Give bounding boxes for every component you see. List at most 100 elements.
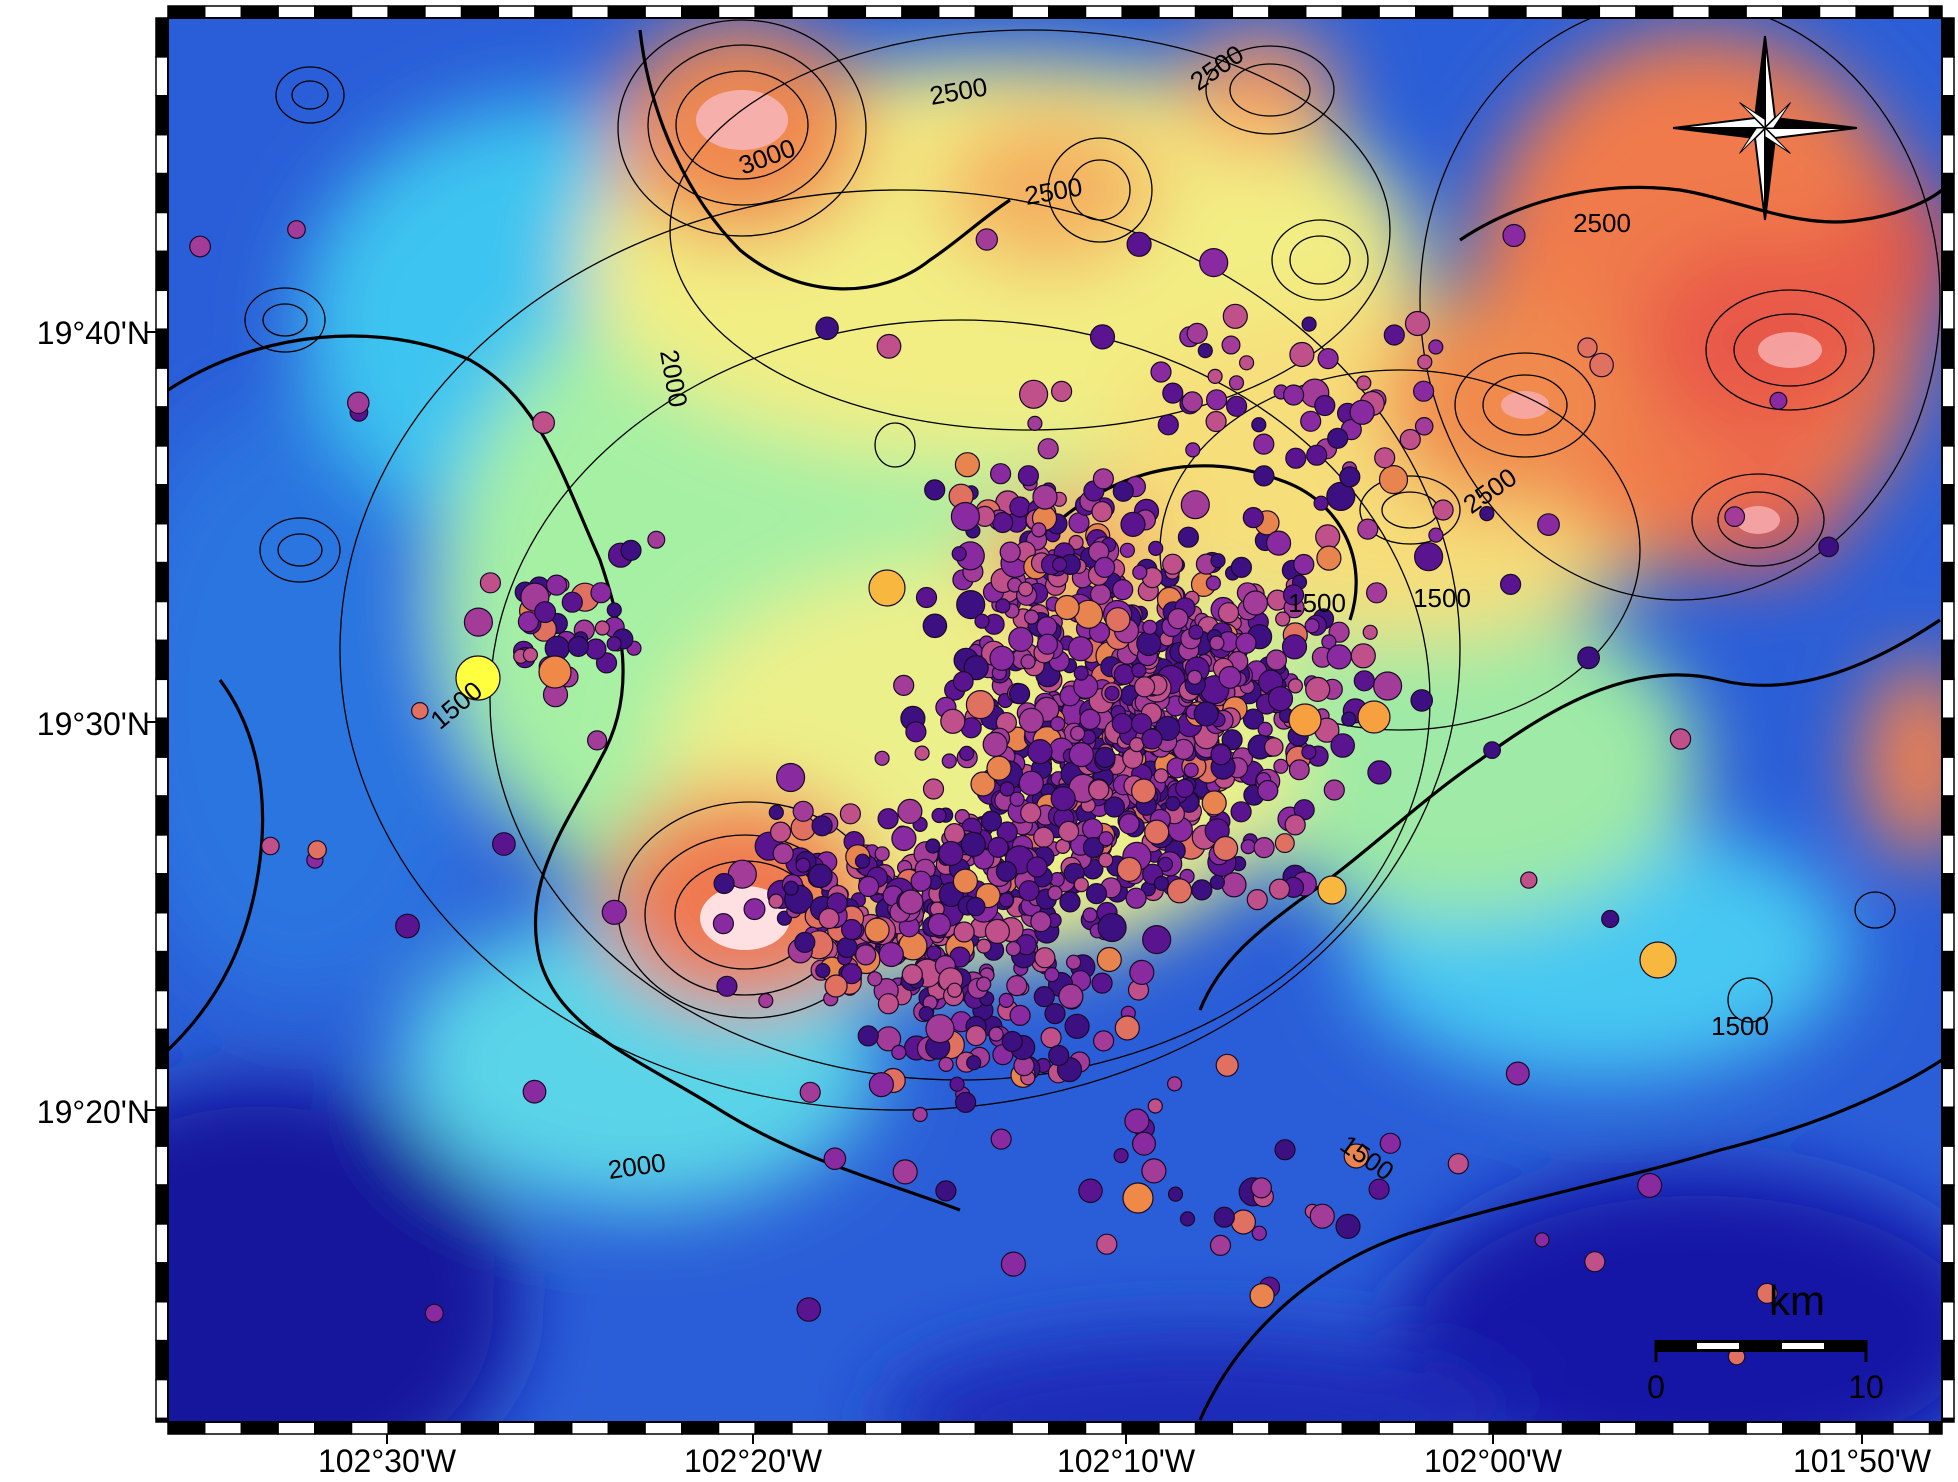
frame-tick-bottom <box>1084 1421 1123 1435</box>
earthquake-event <box>783 880 799 896</box>
earthquake-event <box>455 655 501 701</box>
earthquake-event <box>1018 379 1049 409</box>
earthquake-event <box>585 638 607 660</box>
earthquake-event <box>1166 878 1193 904</box>
frame-tick-right <box>1941 250 1955 292</box>
earthquake-event <box>567 635 589 658</box>
map-frame-border <box>146 5 1955 1444</box>
earthquake-event <box>1253 836 1275 859</box>
frame-tick-bottom <box>1231 1421 1270 1435</box>
earthquake-event <box>1064 1013 1090 1039</box>
earthquake-event <box>1589 352 1614 378</box>
frame-tick-top <box>974 5 1013 19</box>
frame-tick-top <box>387 5 426 19</box>
earthquake-event <box>1153 768 1169 784</box>
earthquake-event <box>868 1071 895 1098</box>
earthquake-event <box>1301 744 1317 760</box>
earthquake-event <box>992 511 1014 534</box>
earthquake-event <box>492 832 516 856</box>
earthquake-event <box>1119 542 1136 558</box>
earthquake-event <box>1447 1153 1469 1175</box>
earthquake-event <box>1009 1004 1031 1027</box>
frame-tick-bottom <box>1011 1421 1050 1435</box>
earthquake-event <box>1131 1131 1156 1156</box>
earthquake-event <box>522 647 539 663</box>
earthquake-event <box>1008 683 1031 705</box>
earthquake-event <box>864 917 890 943</box>
earthquake-event <box>1111 712 1133 735</box>
earthquake-event <box>975 228 999 251</box>
earthquake-event <box>876 333 902 359</box>
frame-tick-top <box>827 5 867 19</box>
earthquake-event <box>1317 348 1339 370</box>
earthquake-event <box>938 1056 954 1073</box>
earthquake-event <box>1047 885 1063 901</box>
frame-tick-top <box>424 5 463 19</box>
earthquake-event <box>891 825 917 852</box>
earthquake-event <box>840 918 863 941</box>
frame-tick-left <box>155 445 169 486</box>
earthquake-event <box>893 674 915 697</box>
earthquake-event <box>1235 632 1257 654</box>
earthquake-event <box>1304 618 1320 634</box>
frame-tick-right <box>1941 911 1955 953</box>
frame-tick-right <box>1941 1417 1955 1423</box>
frame-tick-left <box>155 639 169 681</box>
earthquake-event <box>960 831 987 858</box>
earthquake-event <box>1210 744 1232 766</box>
frame-tick-top <box>1084 5 1123 19</box>
earthquake-event <box>1357 518 1379 540</box>
earthquake-event <box>1104 685 1120 701</box>
frame-tick-right <box>1941 795 1955 836</box>
frame-tick-top <box>644 5 683 19</box>
earthquake-event <box>1197 343 1213 359</box>
earthquake-event <box>1368 1178 1390 1200</box>
earthquake-event <box>1088 779 1110 801</box>
earthquake-event <box>1639 941 1677 979</box>
earthquake-event <box>1242 708 1265 730</box>
earthquake-event <box>1018 770 1044 796</box>
earthquake-event <box>1050 380 1073 402</box>
frame-tick-bottom <box>203 1421 243 1435</box>
frame-tick-bottom <box>974 1421 1013 1435</box>
earthquake-event <box>1167 1186 1184 1202</box>
earthquake-event <box>1282 384 1305 406</box>
earthquake-event <box>912 1106 928 1123</box>
earthquake-event <box>1264 737 1284 757</box>
scale-bar-unit: km <box>1769 1277 1825 1324</box>
earthquake-event <box>1520 871 1538 889</box>
earthquake-event <box>1228 375 1245 391</box>
lon-label-2: 102°20'W <box>684 1443 823 1479</box>
earthquake-event <box>1114 1015 1140 1041</box>
frame-tick-left <box>155 756 169 797</box>
frame-tick-left <box>155 95 169 136</box>
latitude-axis: 19°40'N 19°30'N 19°20'N <box>37 315 150 1130</box>
earthquake-event <box>808 863 833 889</box>
earthquake-event <box>941 753 957 769</box>
earthquake-event <box>905 721 927 743</box>
frame-tick-right <box>1941 600 1955 642</box>
earthquake-event <box>1221 335 1241 355</box>
frame-tick-right <box>1941 1106 1955 1147</box>
frame-tick-left <box>155 484 169 525</box>
earthquake-event <box>1537 513 1560 536</box>
earthquake-event <box>1317 875 1347 905</box>
frame-tick-left <box>155 250 169 292</box>
earthquake-event <box>1282 584 1305 606</box>
earthquake-event <box>794 931 816 954</box>
frame-tick-top <box>460 5 500 19</box>
earthquake-event <box>839 803 862 825</box>
earthquake-event <box>758 992 774 1009</box>
frame-tick-right <box>1941 445 1955 486</box>
earthquake-event <box>716 975 738 997</box>
earthquake-event <box>990 1128 1012 1150</box>
earthquake-event <box>897 798 923 825</box>
earthquake-event <box>1186 669 1203 686</box>
earthquake-event <box>1428 527 1444 543</box>
frame-tick-bottom <box>1158 1421 1197 1435</box>
earthquake-event <box>1210 553 1226 569</box>
lat-label-3: 19°20'N <box>37 1094 150 1130</box>
frame-tick-left <box>155 367 169 408</box>
earthquake-event <box>1141 1158 1167 1184</box>
earthquake-event <box>924 479 946 501</box>
